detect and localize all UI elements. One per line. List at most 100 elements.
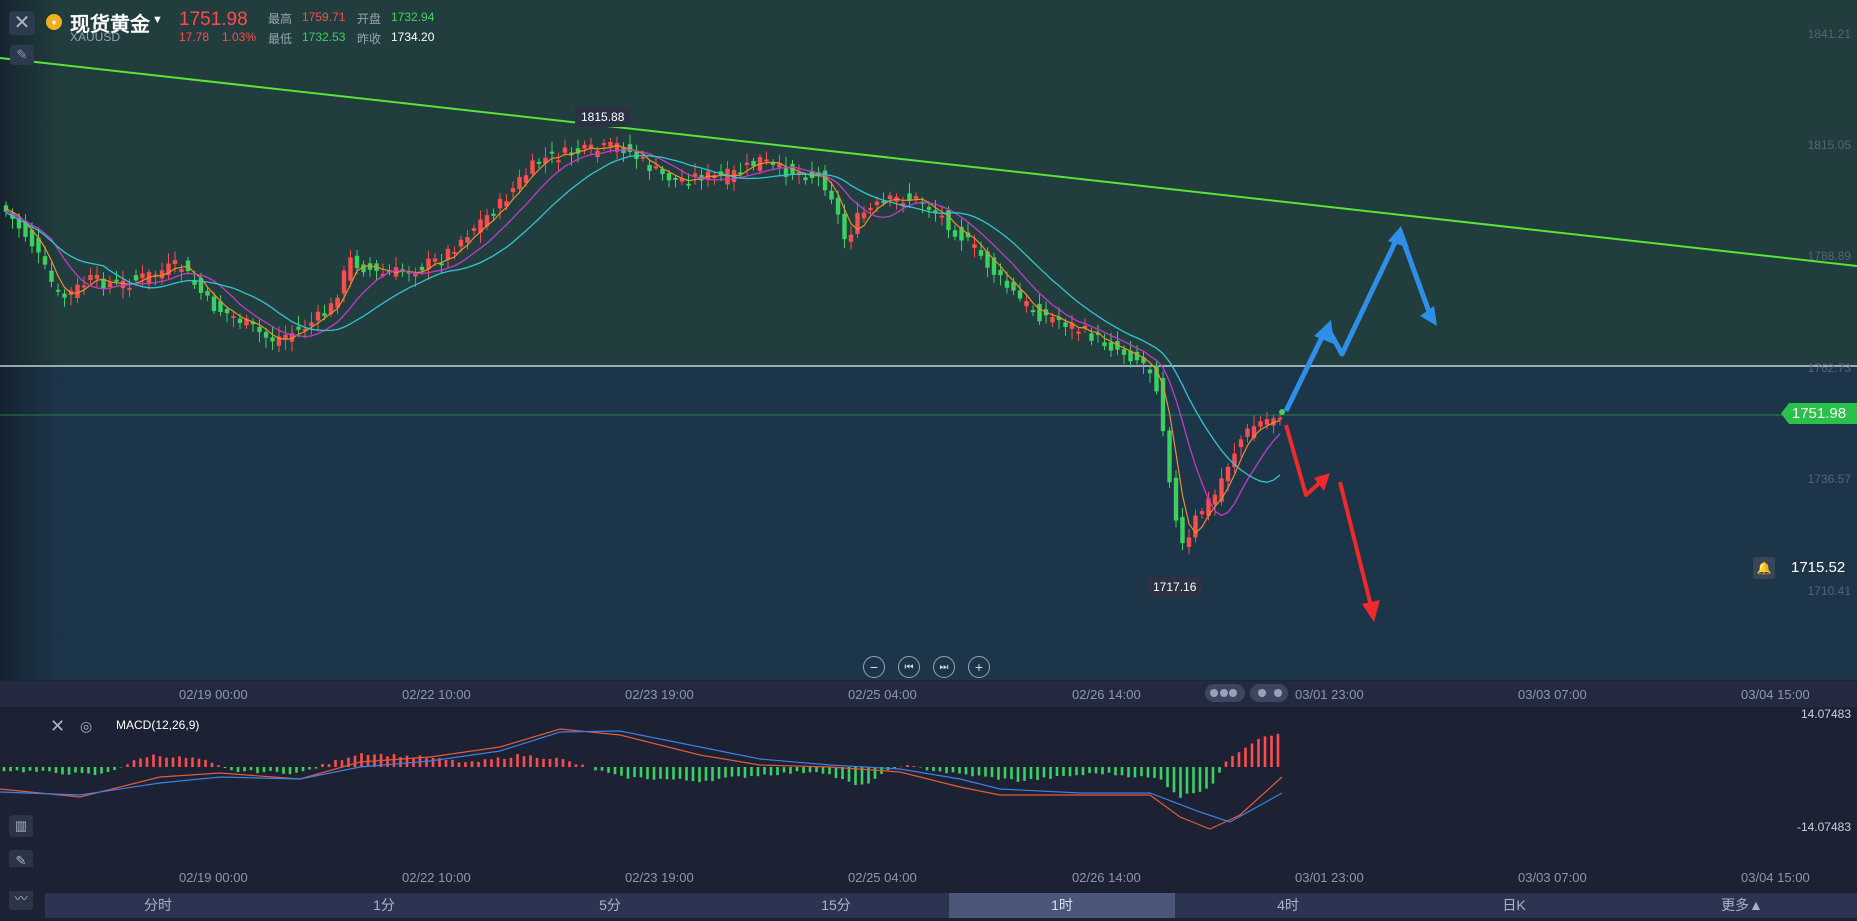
macd-bar bbox=[230, 767, 233, 771]
candle-body bbox=[211, 296, 217, 312]
candle-body bbox=[114, 279, 119, 282]
symbol-name[interactable]: 现货黄金 bbox=[70, 14, 150, 36]
macd-bar bbox=[360, 753, 363, 767]
candle-body bbox=[835, 197, 841, 215]
candle-body bbox=[1160, 378, 1166, 432]
zoom-out-icon[interactable]: − bbox=[863, 656, 885, 678]
macd-bar bbox=[1081, 767, 1085, 776]
caret-down-icon[interactable]: ▼ bbox=[152, 14, 163, 26]
candle-body bbox=[972, 244, 977, 248]
macd-bar bbox=[1140, 767, 1143, 777]
macd-bar bbox=[613, 767, 617, 775]
gear-icon[interactable]: ◎ bbox=[80, 718, 93, 734]
tab-daily[interactable]: 日K bbox=[1502, 897, 1526, 913]
tab-fenshi[interactable]: 分时 bbox=[144, 897, 172, 913]
macd-bar bbox=[1094, 767, 1098, 774]
macd-panel[interactable]: ✕ ◎ MACD(12,26,9) 14.07483 -14.07483 ▥ ✎ bbox=[0, 707, 1857, 867]
next-icon[interactable]: ⏭ bbox=[933, 656, 955, 678]
blue-arrowhead-1 bbox=[1314, 320, 1334, 344]
macd-bar bbox=[204, 759, 207, 767]
macd-bar bbox=[581, 764, 584, 767]
macd-bar bbox=[938, 767, 942, 772]
tab-1hour[interactable]: 1时 bbox=[949, 893, 1175, 918]
macd-bar bbox=[756, 767, 760, 777]
macd-time-axis: 02/19 00:00 02/22 10:00 02/23 19:00 02/2… bbox=[0, 867, 1857, 891]
candle-body bbox=[263, 331, 269, 338]
macd-bar bbox=[873, 767, 877, 779]
blue-forecast-arrow bbox=[1283, 229, 1435, 413]
macd-bar bbox=[93, 767, 97, 776]
line-chart-icon[interactable]: 〰 bbox=[9, 888, 33, 910]
macd-bar bbox=[633, 767, 636, 777]
draw-tool-icon[interactable]: ✎ bbox=[10, 45, 34, 65]
main-chart[interactable]: ✕ ✎ ♦ 现货黄金 ▼ XAUUSD 1751.98 17.78 1.03% … bbox=[0, 0, 1857, 680]
macd-bar bbox=[54, 767, 58, 774]
price-axis-label: 1841.21 bbox=[1807, 27, 1851, 41]
macd-bar bbox=[1010, 767, 1013, 780]
macd-bar bbox=[399, 757, 402, 767]
candle-body bbox=[1037, 303, 1042, 322]
candle-body bbox=[1193, 515, 1198, 538]
close-icon[interactable]: ✕ bbox=[50, 716, 66, 736]
candle-body bbox=[666, 173, 672, 181]
high-label: 最高 bbox=[268, 12, 293, 26]
macd-bar bbox=[490, 759, 493, 767]
macd-bar bbox=[308, 767, 311, 770]
candle-body bbox=[822, 170, 828, 191]
candle-body bbox=[328, 303, 334, 315]
macd-bar bbox=[340, 760, 344, 767]
candle-body bbox=[1076, 331, 1081, 334]
candle-body bbox=[1134, 351, 1140, 361]
indicator-icon[interactable]: ▥ bbox=[9, 815, 33, 837]
macd-bar bbox=[516, 754, 519, 767]
ma-orange-line bbox=[5, 144, 1281, 534]
ma-cyan-line bbox=[5, 154, 1281, 483]
macd-bar bbox=[860, 767, 864, 785]
macd-bar bbox=[295, 767, 298, 773]
macd-bar bbox=[1250, 743, 1254, 767]
macd-bar bbox=[990, 767, 994, 778]
prev-close-label: 昨收 bbox=[357, 32, 382, 46]
price-axis-label: 1788.89 bbox=[1807, 249, 1851, 263]
candle-body bbox=[224, 309, 230, 314]
candle-body bbox=[1121, 349, 1127, 355]
macd-bar bbox=[750, 767, 753, 776]
candle-body bbox=[380, 273, 386, 276]
candle-body bbox=[1141, 357, 1146, 364]
support-zone bbox=[0, 367, 1857, 680]
trendline bbox=[0, 57, 1857, 267]
scroll-dots-2[interactable] bbox=[1250, 684, 1288, 702]
candle-body bbox=[1264, 419, 1270, 425]
price-axis-label: 1710.41 bbox=[1807, 584, 1851, 598]
close-icon[interactable]: ✕ bbox=[9, 11, 35, 35]
pencil-icon[interactable]: ✎ bbox=[9, 850, 33, 867]
candle-body bbox=[341, 270, 347, 294]
candle-body bbox=[653, 166, 659, 169]
macd-bar bbox=[724, 767, 727, 778]
scroll-dots-1[interactable] bbox=[1205, 684, 1245, 702]
tab-1min[interactable]: 1分 bbox=[373, 897, 395, 913]
candle-body bbox=[335, 297, 340, 308]
bell-icon[interactable]: 🔔 bbox=[1753, 557, 1775, 579]
candlestick-chart[interactable] bbox=[0, 0, 1857, 680]
macd-bar bbox=[1205, 767, 1208, 789]
tab-15min[interactable]: 15分 bbox=[821, 897, 851, 913]
tab-4hour[interactable]: 4时 bbox=[1277, 897, 1299, 913]
candle-body bbox=[257, 326, 262, 333]
macd-bar bbox=[782, 767, 786, 773]
candle-body bbox=[101, 278, 106, 289]
tab-more[interactable]: 更多▲ bbox=[1721, 897, 1763, 913]
candle-body bbox=[1271, 418, 1276, 426]
candle-body bbox=[1056, 316, 1062, 320]
candle-body bbox=[1219, 478, 1224, 502]
prev-icon[interactable]: ⏮ bbox=[898, 656, 920, 678]
candle-body bbox=[1108, 342, 1114, 351]
zoom-in-icon[interactable]: + bbox=[968, 656, 990, 678]
tab-5min[interactable]: 5分 bbox=[599, 897, 621, 913]
time-label: 02/23 19:00 bbox=[625, 687, 694, 702]
macd-bar bbox=[61, 767, 64, 775]
macd-bar bbox=[2, 767, 6, 772]
candle-body bbox=[283, 334, 288, 340]
time-label: 03/01 23:00 bbox=[1295, 870, 1364, 885]
current-price-tag: 1751.98 bbox=[1781, 403, 1857, 424]
